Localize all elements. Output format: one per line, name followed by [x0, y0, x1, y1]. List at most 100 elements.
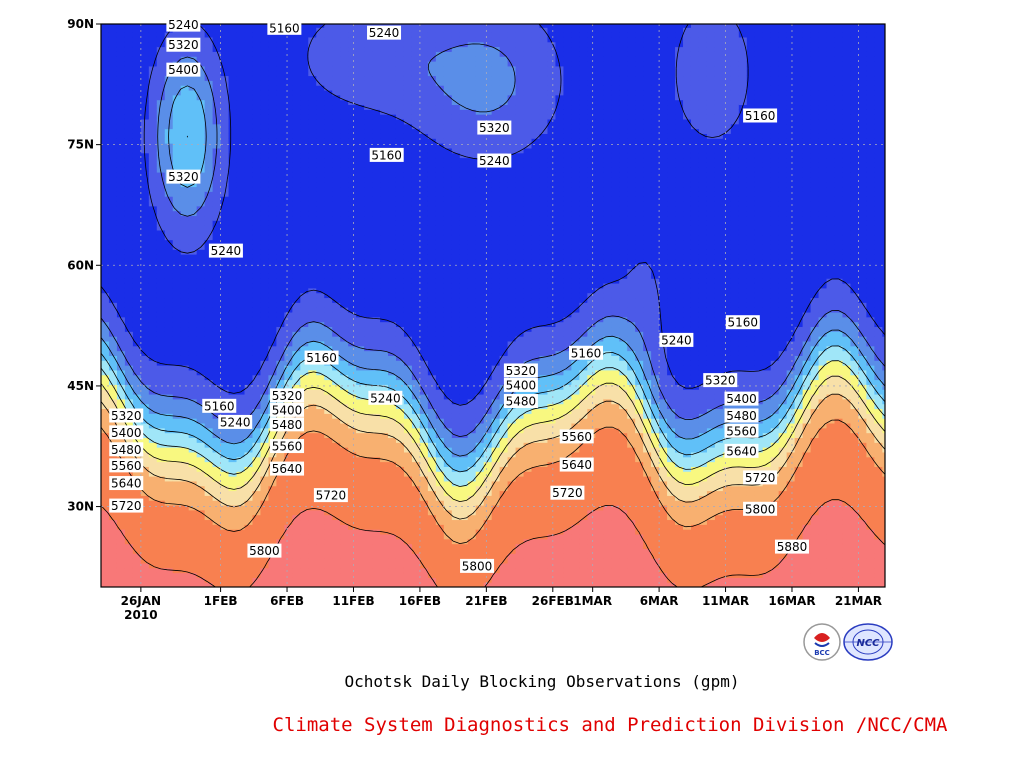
fill-cell — [172, 114, 182, 120]
fill-cell — [220, 360, 230, 366]
fill-cell — [156, 331, 166, 337]
fill-cell — [356, 538, 365, 545]
fill-cell — [308, 176, 317, 183]
fill-cell — [284, 128, 293, 134]
fill-cell — [380, 65, 389, 72]
fill-cell — [284, 51, 293, 57]
fill-cell — [380, 360, 389, 366]
fill-cell — [204, 519, 214, 525]
fill-cell — [284, 254, 293, 260]
fill-cell — [411, 205, 421, 212]
fill-cell — [148, 118, 158, 125]
fill-cell — [419, 350, 429, 356]
fill-cell — [356, 278, 365, 284]
fill-cell — [260, 268, 270, 274]
fill-cell — [356, 123, 365, 130]
fill-cell — [228, 437, 238, 443]
fill-cell — [148, 109, 158, 115]
fill-cell — [116, 200, 126, 207]
fill-cell — [308, 572, 317, 578]
fill-cell — [411, 307, 421, 313]
fill-cell — [348, 123, 357, 130]
fill-cell — [156, 249, 166, 255]
fill-cell — [411, 447, 421, 453]
fill-cell — [260, 538, 270, 545]
fill-cell — [244, 273, 254, 279]
fill-cell — [156, 176, 166, 183]
fill-cell — [292, 46, 301, 52]
fill-cell — [388, 529, 397, 535]
fill-cell — [188, 263, 198, 270]
fill-cell — [388, 138, 397, 144]
fill-cell — [403, 302, 413, 308]
fill-cell — [212, 258, 222, 265]
fill-cell — [348, 186, 357, 192]
fill-cell — [316, 138, 325, 144]
fill-cell — [324, 316, 333, 323]
fill-cell — [380, 229, 389, 236]
fill-cell — [403, 336, 413, 342]
fill-cell — [164, 118, 174, 125]
fill-cell — [276, 345, 285, 352]
fill-cell — [108, 548, 118, 554]
fill-cell — [284, 350, 293, 356]
fill-cell — [276, 114, 285, 120]
fill-cell — [340, 437, 349, 443]
fill-cell — [116, 181, 126, 188]
fill-cell — [332, 447, 341, 453]
fill-cell — [340, 210, 349, 217]
fill-cell — [284, 65, 293, 72]
fill-cell — [172, 249, 182, 255]
fill-cell — [156, 254, 166, 260]
fill-cell — [324, 220, 333, 226]
fill-cell — [411, 191, 421, 197]
fill-cell — [252, 369, 262, 376]
fill-cell — [196, 109, 206, 115]
fill-cell — [276, 60, 285, 67]
fill-cell — [395, 476, 405, 482]
fill-cell — [116, 311, 126, 318]
fill-cell — [212, 485, 222, 492]
fill-cell — [188, 562, 198, 569]
fill-cell — [212, 340, 222, 347]
fill-cell — [148, 89, 158, 96]
fill-cell — [364, 490, 373, 496]
fill-cell — [388, 239, 397, 245]
fill-cell — [148, 287, 158, 294]
fill-cell — [140, 572, 150, 578]
fill-cell — [395, 374, 405, 381]
fill-cell — [148, 553, 158, 559]
fill-cell — [172, 89, 182, 96]
fill-cell — [244, 36, 254, 43]
fill-cell — [316, 176, 325, 183]
fill-cell — [356, 32, 365, 38]
fill-cell — [204, 345, 214, 352]
fill-cell — [284, 225, 293, 231]
fill-cell — [204, 456, 214, 463]
fill-cell — [132, 234, 142, 241]
fill-cell — [364, 451, 373, 458]
fill-cell — [308, 94, 317, 101]
fill-cell — [268, 36, 278, 43]
fill-cell — [419, 41, 429, 48]
fill-cell — [340, 65, 349, 72]
fill-cell — [260, 514, 270, 521]
fill-cell — [340, 403, 349, 410]
fill-cell — [220, 321, 230, 328]
fill-cell — [132, 147, 142, 154]
fill-cell — [196, 384, 206, 390]
fill-cell — [140, 258, 150, 265]
fill-cell — [140, 437, 150, 443]
fill-cell — [395, 162, 405, 168]
fill-cell — [260, 114, 270, 120]
fill-cell — [403, 258, 413, 265]
fill-cell — [372, 311, 381, 318]
fill-cell — [204, 287, 214, 294]
fill-cell — [316, 152, 325, 159]
fill-cell — [244, 60, 254, 67]
fill-cell — [244, 485, 254, 492]
fill-cell — [252, 418, 262, 424]
fill-cell — [164, 461, 174, 467]
fill-cell — [228, 393, 238, 400]
fill-cell — [380, 244, 389, 250]
